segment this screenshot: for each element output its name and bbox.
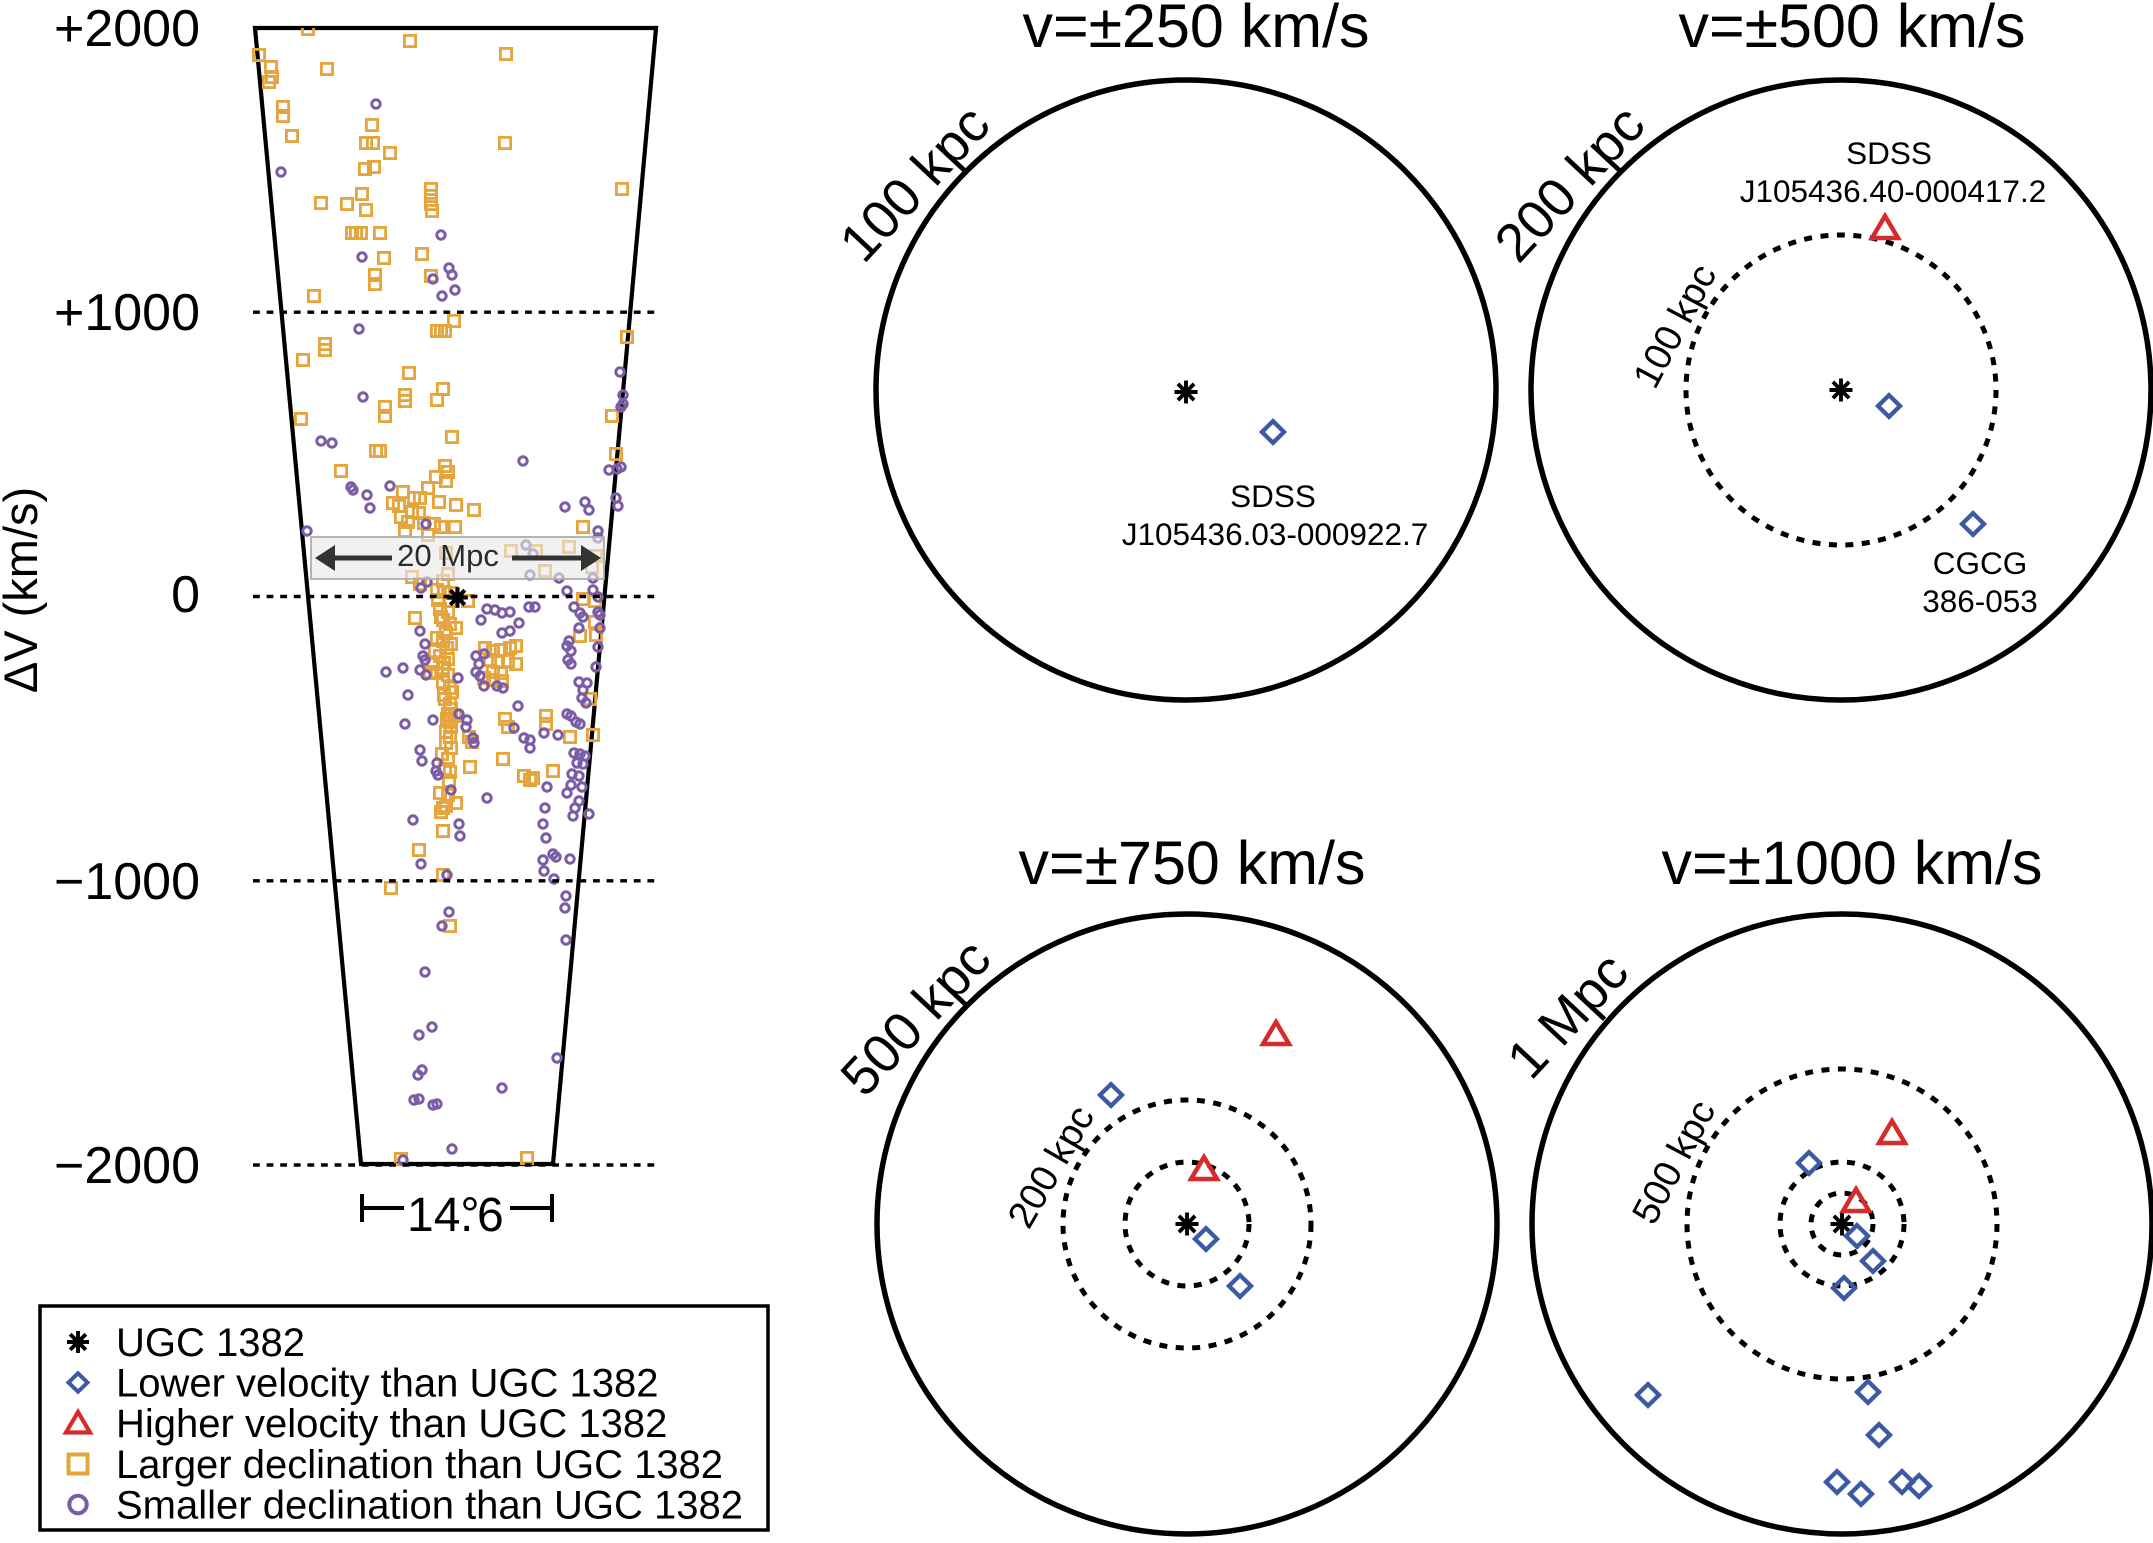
svg-text:386-053: 386-053 bbox=[1922, 583, 2038, 619]
svg-text:SDSS: SDSS bbox=[1230, 478, 1316, 514]
svg-text:J105436.40-000417.2: J105436.40-000417.2 bbox=[1740, 173, 2047, 209]
svg-text:v=±250 km/s: v=±250 km/s bbox=[1022, 0, 1369, 60]
svg-text:0: 0 bbox=[171, 566, 200, 624]
svg-text:v=±750 km/s: v=±750 km/s bbox=[1018, 829, 1365, 897]
svg-text:.: . bbox=[460, 1189, 473, 1242]
svg-text:ΔV (km/s): ΔV (km/s) bbox=[0, 487, 47, 693]
svg-text:6: 6 bbox=[477, 1189, 504, 1242]
svg-text:SDSS: SDSS bbox=[1846, 135, 1932, 171]
svg-text:−2000: −2000 bbox=[54, 1137, 200, 1195]
svg-text:Smaller declination than UGC 1: Smaller declination than UGC 1382 bbox=[116, 1484, 743, 1528]
svg-text:−1000: −1000 bbox=[54, 853, 200, 911]
svg-text:20 Mpc: 20 Mpc bbox=[397, 538, 499, 573]
svg-text:Higher velocity than UGC 1382: Higher velocity than UGC 1382 bbox=[116, 1402, 667, 1446]
svg-text:v=±1000 km/s: v=±1000 km/s bbox=[1661, 829, 2042, 897]
svg-text:+2000: +2000 bbox=[54, 0, 200, 58]
svg-text:v=±500 km/s: v=±500 km/s bbox=[1678, 0, 2025, 60]
svg-text:+1000: +1000 bbox=[54, 284, 200, 342]
svg-text:Larger declination than UGC 13: Larger declination than UGC 1382 bbox=[116, 1443, 723, 1487]
svg-text:14°: 14° bbox=[407, 1189, 480, 1242]
svg-text:Lower velocity than UGC 1382: Lower velocity than UGC 1382 bbox=[116, 1362, 659, 1406]
svg-text:J105436.03-000922.7: J105436.03-000922.7 bbox=[1122, 516, 1429, 552]
svg-text:CGCG: CGCG bbox=[1933, 545, 2028, 581]
svg-text:UGC 1382: UGC 1382 bbox=[116, 1321, 305, 1365]
